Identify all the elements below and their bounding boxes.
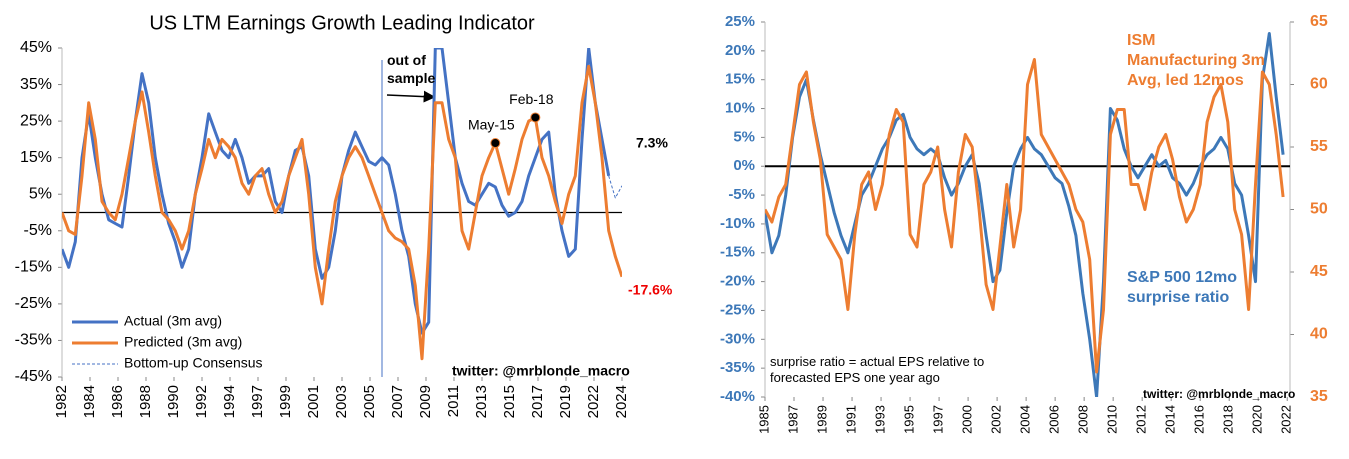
x-tick-label: 2022 [1279, 405, 1294, 434]
point-label: May-15 [468, 117, 515, 133]
x-tick-label: 1997 [249, 385, 266, 418]
source: twitter: @mrblonde_macro [1143, 387, 1295, 401]
x-tick-label: 2001 [305, 385, 322, 418]
y-tick-label: 15% [20, 149, 52, 166]
note: surprise ratio = actual EPS relative to … [770, 354, 985, 386]
y-tick-label: 45% [20, 39, 52, 56]
x-tick-label: 2016 [1192, 405, 1207, 434]
x-tick-label: 1989 [814, 405, 829, 434]
y-tick-label: -35% [720, 359, 755, 376]
y-tick-label: 20% [725, 42, 755, 59]
y-tick-label: -40% [720, 388, 755, 405]
y-tick-label: 5% [29, 185, 52, 202]
x-tick-label: 2006 [1047, 405, 1062, 434]
y-tick-label: 25% [725, 13, 755, 30]
y-tick-label: -30% [720, 330, 755, 347]
series-line [765, 58, 1285, 374]
series-line [62, 64, 622, 361]
x-tick-label: 1997 [931, 405, 946, 434]
x-tick-label: 2018 [1221, 405, 1236, 434]
y2-tick-label: 55 [1310, 138, 1328, 155]
y2-tick-label: 50 [1310, 201, 1328, 218]
y2-tick-label: 35 [1310, 388, 1328, 405]
legend-label: Bottom-up Consensus [124, 355, 263, 371]
x-tick-label: 2024 [613, 385, 630, 418]
y-tick-label: 35% [20, 76, 52, 93]
x-tick-label: 1993 [872, 405, 887, 434]
x-tick-label: 1986 [109, 385, 126, 418]
series-line [62, 48, 611, 335]
series-label: ISM Manufacturing 3m Avg, led 12mos [1127, 32, 1265, 89]
x-tick-label: 2000 [960, 405, 975, 434]
point-label: Feb-18 [509, 91, 554, 107]
x-tick-label: 1991 [843, 405, 858, 434]
chart-title: US LTM Earnings Growth Leading Indicator [149, 12, 535, 34]
legend-label: Actual (3m avg) [124, 313, 222, 329]
x-tick-label: 2020 [1250, 405, 1265, 434]
x-tick-label: 2007 [389, 385, 406, 418]
y-tick-label: -5% [728, 186, 755, 203]
y-tick-label: 0% [733, 157, 755, 174]
y2-tick-label: 45 [1310, 263, 1328, 280]
x-tick-label: 2012 [1134, 405, 1149, 434]
y2-tick-label: 40 [1310, 326, 1328, 343]
annotation: out of sample [387, 52, 436, 86]
x-tick-label: 1999 [277, 385, 294, 418]
x-tick-label: 1994 [221, 385, 238, 418]
y-tick-label: -15% [720, 244, 755, 261]
y-tick-label: -20% [720, 273, 755, 290]
x-tick-label: 2003 [333, 385, 350, 418]
legend-label: Predicted (3m avg) [124, 334, 242, 350]
value-label: -17.6% [628, 282, 673, 298]
x-tick-label: 2017 [529, 385, 546, 418]
x-tick-label: 1982 [53, 385, 70, 418]
arrow [386, 90, 436, 103]
source: twitter: @mrblonde_macro [452, 363, 630, 379]
x-tick-label: 1995 [902, 405, 917, 434]
x-tick-label: 1990 [165, 385, 182, 418]
x-tick-label: 1988 [137, 385, 154, 418]
value-label: 7.3% [636, 135, 668, 151]
x-tick-label: 2008 [1076, 405, 1091, 434]
x-tick-label: 2011 [445, 385, 462, 417]
y-tick-label: -25% [720, 301, 755, 318]
x-tick-label: 1985 [756, 405, 771, 434]
x-tick-label: 1987 [785, 405, 800, 434]
x-tick-label: 2019 [557, 385, 574, 418]
x-tick-label: 2009 [417, 385, 434, 418]
y-tick-label: -15% [15, 259, 52, 276]
x-tick-label: 2010 [1105, 405, 1120, 434]
x-tick-label: 2022 [585, 385, 602, 418]
x-tick-label: 2005 [361, 385, 378, 418]
y2-tick-label: 65 [1310, 13, 1328, 30]
highlight-point [490, 138, 501, 149]
y-tick-label: 15% [725, 71, 755, 88]
y-tick-label: -5% [24, 222, 52, 239]
consensus-line [608, 175, 622, 199]
x-tick-label: 2015 [501, 385, 518, 418]
y-tick-label: 5% [733, 128, 755, 145]
series-label: S&P 500 12mo surprise ratio [1127, 269, 1237, 306]
y-tick-label: 25% [20, 112, 52, 129]
highlight-point [530, 112, 541, 123]
x-tick-label: 2014 [1163, 405, 1178, 434]
y2-tick-label: 60 [1310, 76, 1328, 93]
y-tick-label: 10% [725, 100, 755, 117]
x-tick-label: 1984 [81, 385, 98, 418]
y-tick-label: -45% [15, 368, 52, 385]
x-tick-label: 2002 [989, 405, 1004, 434]
x-tick-label: 2013 [473, 385, 490, 418]
y-tick-label: -35% [15, 332, 52, 349]
y-tick-label: -10% [720, 215, 755, 232]
x-tick-label: 2004 [1018, 405, 1033, 434]
x-tick-label: 1992 [193, 385, 210, 418]
y-tick-label: -25% [15, 295, 52, 312]
